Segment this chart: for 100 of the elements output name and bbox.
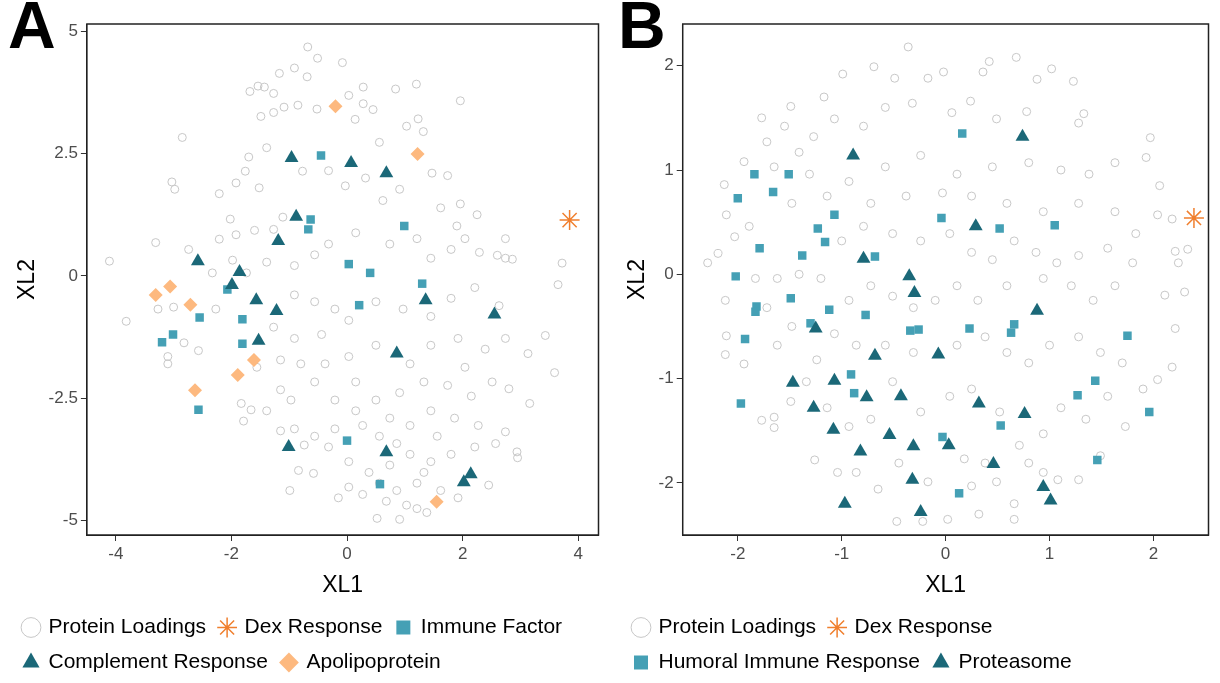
- x-tick-label: 1: [1044, 543, 1055, 563]
- point: [304, 225, 313, 234]
- point: [870, 252, 880, 261]
- point: [907, 285, 922, 298]
- point: [284, 149, 299, 162]
- point: [856, 250, 871, 263]
- point: [954, 489, 964, 498]
- point: [905, 471, 920, 484]
- point: [249, 292, 264, 305]
- point: [1030, 302, 1044, 315]
- point: [806, 399, 821, 412]
- point: [342, 436, 352, 445]
- point: [418, 292, 433, 305]
- point: [1006, 328, 1016, 337]
- point: [251, 332, 266, 345]
- point: [938, 432, 947, 442]
- y-tick-label: -2.5: [48, 387, 78, 407]
- point: [246, 352, 261, 367]
- point: [429, 494, 444, 509]
- x-tick-label: -2: [730, 543, 746, 563]
- point: [417, 279, 427, 288]
- point: [400, 221, 409, 231]
- point: [281, 438, 296, 451]
- legend-label: Humoral Immune Response: [658, 649, 920, 673]
- point: [463, 466, 478, 479]
- point: [271, 233, 286, 246]
- legend-label: Protein Loadings: [48, 614, 207, 638]
- point: [316, 151, 326, 160]
- point: [861, 310, 870, 320]
- point: [1091, 376, 1100, 385]
- point: [846, 370, 856, 379]
- x-tick-label: 4: [573, 543, 583, 563]
- point: [188, 383, 202, 398]
- point: [1050, 221, 1059, 230]
- point: [736, 399, 746, 408]
- point: [968, 218, 983, 231]
- legend-label: Apolipoprotein: [306, 649, 441, 673]
- point: [827, 372, 842, 385]
- legend-label: Immune Factor: [420, 614, 563, 638]
- point: [487, 306, 502, 319]
- point: [379, 165, 394, 178]
- point: [906, 438, 921, 451]
- y-tick-label: 2: [664, 55, 674, 75]
- point: [750, 169, 759, 179]
- y-tick-label: 1: [664, 159, 674, 179]
- point: [859, 389, 874, 402]
- point: [797, 251, 807, 260]
- point: [558, 209, 581, 231]
- point: [965, 324, 974, 333]
- y-tick-label: 2.5: [54, 143, 78, 163]
- x-axis-title: XL1: [925, 570, 967, 597]
- chart-title: A: [8, 0, 56, 62]
- point: [1017, 406, 1032, 419]
- point: [1009, 320, 1019, 329]
- point: [731, 272, 740, 281]
- point: [1073, 391, 1082, 400]
- x-tick-label: 2: [1148, 543, 1159, 563]
- point: [1183, 207, 1205, 229]
- legend-label: Dex Response: [854, 614, 993, 638]
- y-tick-label: 0: [68, 265, 78, 285]
- point: [853, 443, 868, 456]
- point: [868, 347, 882, 360]
- point: [232, 263, 247, 276]
- y-tick-label: -5: [62, 510, 78, 530]
- point: [289, 208, 304, 221]
- y-axis-title: XL2: [623, 259, 650, 300]
- point: [225, 277, 239, 290]
- x-tick-label: -1: [834, 543, 850, 563]
- x-tick-label: 2: [457, 543, 468, 563]
- y-tick-label: -1: [658, 368, 674, 388]
- point: [344, 154, 359, 167]
- point: [808, 320, 823, 333]
- point: [784, 169, 793, 179]
- y-tick-label: -2: [658, 472, 674, 492]
- point: [157, 338, 167, 347]
- point: [837, 495, 852, 508]
- legend-label: Proteasome: [958, 649, 1072, 673]
- point: [882, 426, 897, 439]
- point: [914, 325, 923, 334]
- point: [986, 456, 1001, 469]
- x-tick-label: 0: [342, 543, 352, 563]
- legend-label: Dex Response: [244, 614, 383, 638]
- legend-label: Complement Response: [48, 649, 268, 673]
- point: [913, 504, 928, 517]
- point: [1145, 407, 1154, 417]
- point: [785, 374, 800, 387]
- x-tick-label: 0: [940, 543, 951, 563]
- point: [379, 444, 394, 457]
- point: [238, 315, 247, 324]
- point: [931, 346, 946, 359]
- point: [190, 253, 205, 266]
- y-axis-title: XL2: [13, 259, 40, 300]
- point: [813, 224, 823, 233]
- point: [1043, 492, 1058, 505]
- y-tick-label: 5: [68, 21, 78, 41]
- point: [306, 215, 315, 224]
- point: [168, 330, 178, 339]
- point: [902, 268, 917, 281]
- x-tick-label: -2: [223, 543, 239, 563]
- point: [786, 294, 796, 303]
